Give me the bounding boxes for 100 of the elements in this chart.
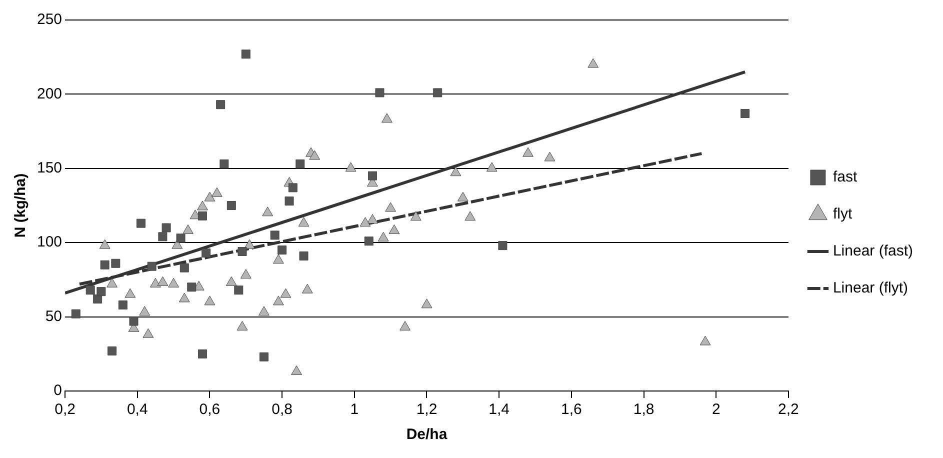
point (168, 278, 179, 288)
x-tick-label: 1 (350, 401, 359, 418)
point (278, 246, 287, 255)
point (71, 309, 80, 318)
point (299, 251, 308, 260)
point (588, 58, 599, 68)
point (270, 230, 280, 240)
x-tick-label: 0,2 (54, 401, 76, 418)
y-tick-label: 150 (36, 160, 62, 177)
point (226, 201, 236, 210)
point (204, 192, 216, 202)
point (378, 232, 389, 242)
point (234, 286, 244, 295)
x-tick-label: 2 (712, 401, 720, 418)
point (157, 276, 168, 286)
y-tick-label: 200 (36, 85, 62, 102)
legend-label: fast (832, 168, 858, 186)
point (111, 258, 120, 268)
point (272, 254, 284, 264)
point (385, 202, 396, 212)
point (284, 196, 294, 206)
point (86, 286, 95, 295)
point (400, 320, 410, 330)
point (240, 269, 252, 278)
point (367, 214, 378, 224)
point (364, 236, 374, 246)
point (457, 192, 468, 202)
point (241, 50, 250, 59)
point (296, 159, 305, 168)
point (176, 234, 186, 243)
point (368, 171, 377, 180)
point (421, 298, 432, 308)
x-tick-label: 1,8 (633, 401, 654, 418)
point (360, 217, 371, 227)
x-tick-label: 0,4 (126, 401, 148, 418)
point (124, 288, 136, 298)
point (522, 147, 534, 157)
point (99, 239, 110, 249)
point (309, 150, 320, 160)
point (182, 224, 194, 234)
point (96, 287, 106, 296)
point (150, 278, 161, 288)
point (302, 284, 313, 294)
point (262, 206, 274, 216)
point (198, 211, 207, 220)
x-tick-label: 0,8 (272, 401, 292, 418)
point (280, 288, 292, 298)
point (486, 162, 498, 172)
point (288, 183, 298, 192)
point (388, 224, 400, 234)
point (298, 217, 310, 227)
point (178, 292, 190, 302)
point (375, 88, 384, 98)
point (410, 211, 422, 221)
y-tick-label: 100 (36, 234, 62, 251)
point (544, 152, 556, 162)
point (740, 109, 750, 118)
y-axis-title: N (kg/ha) (12, 173, 30, 238)
point (106, 278, 118, 288)
point (272, 296, 284, 306)
point (100, 260, 110, 270)
point (450, 166, 462, 176)
point (108, 346, 117, 356)
point (238, 247, 247, 256)
point (345, 162, 356, 172)
x-tick-label: 2,2 (778, 401, 799, 418)
point (258, 306, 270, 316)
point (244, 239, 255, 249)
point (147, 262, 156, 271)
point (204, 296, 216, 306)
point (216, 100, 226, 110)
point (197, 200, 208, 210)
point (180, 263, 189, 272)
point (259, 352, 268, 362)
x-tick-label: 1,2 (416, 401, 438, 418)
point (433, 88, 442, 98)
legend-label: Linear (flyt) (832, 280, 908, 297)
point (236, 320, 248, 330)
point (700, 336, 711, 346)
point (129, 316, 138, 326)
legend-label: flyt (832, 206, 853, 223)
legend-label: Linear (fast) (832, 242, 914, 260)
y-tick-label: 250 (36, 11, 62, 28)
point (136, 218, 146, 228)
x-axis-title: De/ha (406, 426, 448, 444)
x-tick-label: 0,6 (199, 401, 220, 418)
x-tick-label: 1,6 (561, 401, 582, 418)
point (220, 159, 229, 168)
point (212, 187, 222, 197)
point (139, 306, 150, 316)
point (198, 349, 207, 358)
y-tick-label: 50 (45, 308, 62, 325)
point (118, 300, 128, 310)
x-tick-label: 1,4 (488, 401, 510, 418)
point (187, 282, 196, 292)
point (464, 211, 476, 221)
point (162, 223, 171, 232)
point (142, 328, 154, 338)
point (202, 248, 211, 258)
point (382, 113, 392, 123)
